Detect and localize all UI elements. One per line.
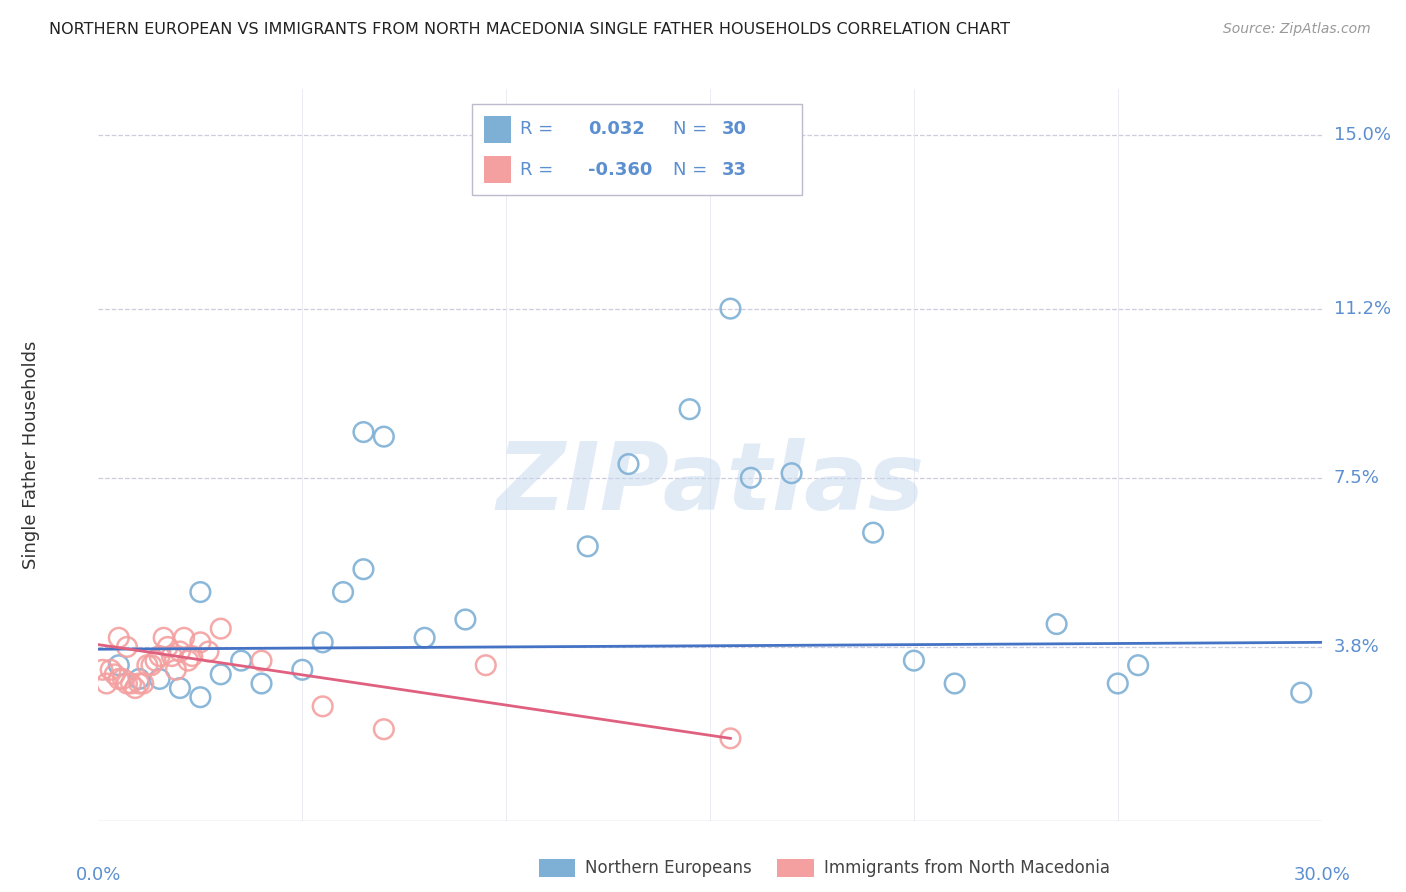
Point (862, 525, 884, 540)
Point (197, 644, 219, 658)
Bar (484, 116, 510, 143)
Point (91, 663, 114, 677)
Point (1045, 617, 1069, 632)
Point (718, 301, 742, 316)
Text: 11.2%: 11.2% (1334, 300, 1391, 318)
Point (250, 654, 273, 668)
Point (679, 402, 702, 417)
Point (576, 539, 599, 553)
Point (100, 663, 122, 677)
Point (312, 635, 335, 649)
Text: N =: N = (673, 120, 713, 138)
Point (111, 672, 134, 686)
Point (128, 672, 150, 686)
Point (120, 676, 142, 690)
Text: 30: 30 (723, 120, 747, 138)
Point (108, 631, 131, 645)
Point (373, 429, 395, 443)
Text: Source: ZipAtlas.com: Source: ZipAtlas.com (1223, 22, 1371, 37)
Point (188, 635, 212, 649)
Point (903, 654, 925, 668)
Point (96, 676, 118, 690)
Point (141, 658, 163, 673)
Point (1128, 658, 1150, 673)
Point (332, 585, 354, 599)
Point (617, 457, 640, 471)
Point (149, 649, 172, 664)
Point (413, 631, 436, 645)
Text: Single Father Households: Single Father Households (22, 341, 41, 569)
Text: 15.0%: 15.0% (1334, 126, 1391, 144)
Point (128, 676, 150, 690)
Point (250, 676, 273, 690)
Point (209, 622, 232, 636)
Point (474, 658, 498, 673)
Point (104, 667, 127, 681)
Point (209, 667, 232, 681)
Point (1291, 685, 1313, 699)
Point (1107, 676, 1129, 690)
Text: -0.360: -0.360 (588, 161, 652, 178)
Point (291, 663, 314, 677)
Point (312, 699, 335, 714)
Point (124, 681, 146, 695)
Bar (538, 859, 575, 877)
Text: R =: R = (520, 161, 560, 178)
Point (108, 658, 131, 673)
Point (145, 654, 167, 668)
Point (231, 654, 253, 668)
Text: Northern Europeans: Northern Europeans (585, 859, 752, 877)
Point (169, 681, 191, 695)
Bar (778, 859, 814, 877)
Bar (484, 156, 510, 183)
FancyBboxPatch shape (471, 103, 801, 195)
Point (149, 672, 172, 686)
Point (718, 731, 742, 746)
Point (740, 471, 762, 485)
Text: 0.0%: 0.0% (76, 866, 121, 884)
Point (156, 640, 179, 654)
Point (152, 631, 174, 645)
Point (160, 649, 183, 664)
Text: N =: N = (673, 161, 713, 178)
Point (780, 466, 803, 480)
Point (181, 649, 204, 664)
Text: ZIPatlas: ZIPatlas (496, 438, 924, 530)
Text: 0.032: 0.032 (588, 120, 644, 138)
Point (115, 676, 138, 690)
Point (108, 672, 131, 686)
Point (943, 676, 966, 690)
Point (132, 676, 155, 690)
Point (188, 585, 212, 599)
Text: 30.0%: 30.0% (1294, 866, 1350, 884)
Point (454, 613, 477, 627)
Text: NORTHERN EUROPEAN VS IMMIGRANTS FROM NORTH MACEDONIA SINGLE FATHER HOUSEHOLDS CO: NORTHERN EUROPEAN VS IMMIGRANTS FROM NOR… (49, 22, 1010, 37)
Point (373, 723, 395, 737)
Text: Immigrants from North Macedonia: Immigrants from North Macedonia (824, 859, 1109, 877)
Point (188, 690, 212, 705)
Point (169, 644, 191, 658)
Point (173, 631, 195, 645)
Point (165, 663, 187, 677)
Text: R =: R = (520, 120, 560, 138)
Text: 33: 33 (723, 161, 747, 178)
Point (352, 425, 374, 439)
Point (115, 640, 138, 654)
Text: 3.8%: 3.8% (1334, 638, 1379, 656)
Point (352, 562, 374, 576)
Point (136, 658, 159, 673)
Point (177, 654, 200, 668)
Text: 7.5%: 7.5% (1334, 469, 1379, 487)
